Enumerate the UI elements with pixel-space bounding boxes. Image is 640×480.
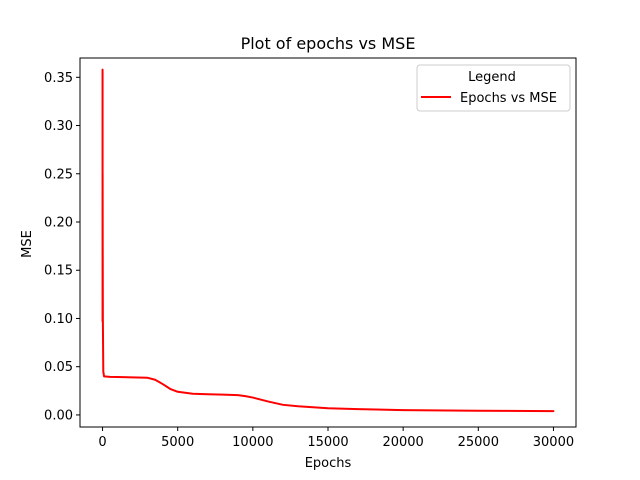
y-tick-label: 0.35 (44, 71, 73, 86)
y-tick-label: 0.20 (44, 216, 73, 231)
chart-title: Plot of epochs vs MSE (241, 34, 416, 53)
y-tick-label: 0.25 (44, 167, 73, 182)
x-tick-label: 0 (98, 435, 106, 450)
y-tick-label: 0.05 (44, 360, 73, 375)
x-tick-label: 25000 (458, 435, 499, 450)
series-line (101, 68, 555, 413)
x-tick-label: 10000 (232, 435, 273, 450)
x-axis-label: Epochs (305, 456, 352, 471)
legend: Legend Epochs vs MSE (416, 64, 571, 112)
y-axis-label: MSE (20, 230, 35, 258)
legend-title: Legend (468, 70, 516, 85)
y-axis-ticks: 0.00 0.05 0.10 0.15 0.20 0.25 0.30 0.35 (44, 71, 80, 423)
x-tick-label: 20000 (382, 435, 423, 450)
y-tick-label: 0.30 (44, 119, 73, 134)
x-tick-label: 30000 (533, 435, 574, 450)
x-axis-ticks: 0 5000 10000 15000 20000 25000 30000 (98, 427, 574, 450)
x-tick-label: 15000 (307, 435, 348, 450)
x-tick-label: 5000 (161, 435, 194, 450)
y-tick-label: 0.15 (44, 264, 73, 279)
y-tick-label: 0.10 (44, 312, 73, 327)
y-tick-label: 0.00 (44, 408, 73, 423)
legend-entry-label: Epochs vs MSE (460, 91, 557, 106)
legend-box (416, 64, 571, 112)
series-layer (101, 68, 555, 413)
